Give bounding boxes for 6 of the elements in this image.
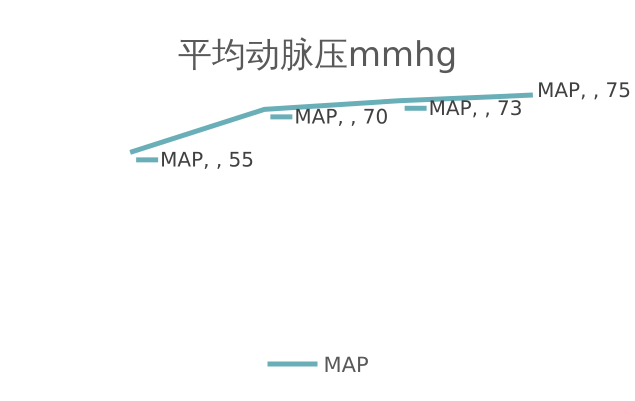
chart-title: 平均动脉压mmhg (178, 35, 458, 75)
legend-label: MAP (324, 353, 369, 377)
data-label: MAP, , 70 (294, 104, 388, 128)
data-label: MAP, , 73 (428, 96, 523, 120)
data-label: MAP, , 55 (160, 147, 254, 172)
data-label: MAP, , 75 (537, 78, 631, 102)
